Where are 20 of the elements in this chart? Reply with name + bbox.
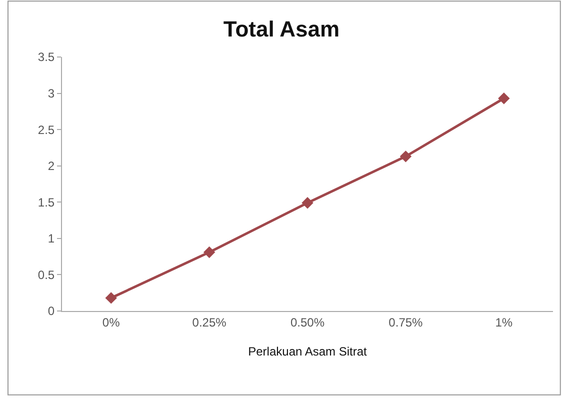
point <box>203 246 216 258</box>
x-tick-label: 0% <box>102 315 120 330</box>
y-tick-label: 3 <box>48 86 55 100</box>
y-tick-label: 0.5 <box>38 268 55 282</box>
y-tick-label: 1 <box>48 232 55 246</box>
y-tick-label: 1.5 <box>38 195 55 210</box>
x-tick-label: 0.25% <box>192 315 227 330</box>
x-tick-label: 1% <box>495 315 513 330</box>
point <box>400 150 412 162</box>
y-tick-label: 3.5 <box>38 50 55 64</box>
x-tick-label: 0.50% <box>290 315 325 330</box>
y-tick-label: 2.5 <box>38 122 55 137</box>
x-axis-title: Perlakuan Asam Sitrat <box>248 344 368 358</box>
y-tick-label: 0 <box>48 304 55 318</box>
point <box>302 197 314 209</box>
chart-title: Total Asam <box>223 16 340 42</box>
point <box>105 292 117 304</box>
point <box>498 92 510 104</box>
x-tick-label: 0.75% <box>388 315 424 330</box>
y-tick-label: 2 <box>48 159 55 174</box>
